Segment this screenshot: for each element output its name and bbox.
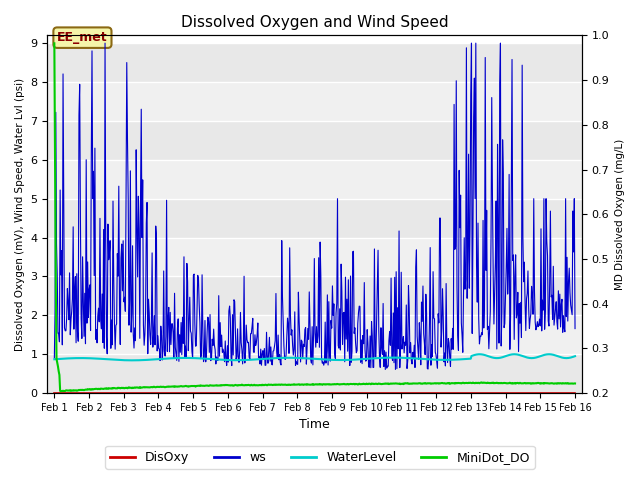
ws: [101, 40, 109, 46]
ws: [60, 204, 68, 210]
Bar: [47, 315, 582, 354]
MiniDot_DO: [195, 383, 202, 389]
Bar: [47, 121, 582, 160]
Y-axis label: Dissolved Oxygen (mV), Wind Speed, Water Lvl (psi): Dissolved Oxygen (mV), Wind Speed, Water…: [15, 78, 25, 351]
Bar: [47, 276, 582, 315]
Bar: [47, 43, 582, 82]
ws: [381, 367, 389, 372]
ws: [195, 276, 202, 282]
ws: [114, 273, 122, 279]
Bar: [47, 160, 582, 199]
WaterLevel: [394, 355, 401, 360]
Y-axis label: MD Dissolved Oxygen (mg/L): MD Dissolved Oxygen (mg/L): [615, 139, 625, 290]
DisOxy: [378, 390, 385, 396]
DisOxy: [51, 390, 58, 396]
MiniDot_DO: [394, 381, 401, 386]
MiniDot_DO: [571, 381, 579, 386]
ws: [571, 326, 579, 332]
Line: ws: ws: [54, 43, 575, 370]
Legend: DisOxy, ws, WaterLevel, MiniDot_DO: DisOxy, ws, WaterLevel, MiniDot_DO: [105, 446, 535, 469]
WaterLevel: [51, 357, 58, 362]
WaterLevel: [571, 353, 579, 359]
WaterLevel: [128, 358, 136, 363]
Line: WaterLevel: WaterLevel: [54, 354, 575, 360]
ws: [394, 346, 402, 352]
X-axis label: Time: Time: [300, 419, 330, 432]
ws: [51, 355, 58, 361]
Text: EE_met: EE_met: [57, 31, 108, 44]
DisOxy: [393, 390, 401, 396]
ws: [167, 342, 175, 348]
WaterLevel: [113, 357, 121, 363]
MiniDot_DO: [61, 388, 68, 394]
ws: [378, 351, 386, 357]
MiniDot_DO: [51, 40, 58, 46]
DisOxy: [113, 390, 121, 396]
DisOxy: [166, 390, 174, 396]
DisOxy: [194, 390, 202, 396]
Bar: [47, 82, 582, 121]
Bar: [47, 238, 582, 276]
MiniDot_DO: [378, 381, 386, 387]
Bar: [47, 199, 582, 238]
Title: Dissolved Oxygen and Wind Speed: Dissolved Oxygen and Wind Speed: [181, 15, 449, 30]
WaterLevel: [167, 355, 175, 361]
MiniDot_DO: [57, 388, 65, 394]
WaterLevel: [60, 356, 68, 361]
DisOxy: [571, 390, 579, 396]
WaterLevel: [378, 355, 386, 361]
MiniDot_DO: [167, 384, 175, 390]
MiniDot_DO: [114, 385, 122, 391]
WaterLevel: [545, 351, 553, 357]
DisOxy: [60, 390, 68, 396]
Line: MiniDot_DO: MiniDot_DO: [54, 43, 575, 391]
WaterLevel: [195, 355, 202, 361]
Bar: [47, 354, 582, 393]
